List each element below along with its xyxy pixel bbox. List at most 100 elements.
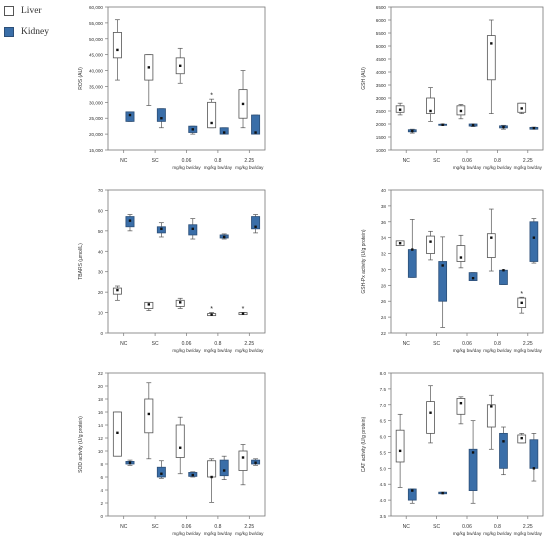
gsh-ylabel: GSH (AU)	[361, 67, 367, 90]
iqr-box	[251, 216, 261, 230]
cat-kidney-box	[438, 491, 448, 495]
median-marker	[179, 64, 182, 67]
ros-chart: 15,000 20,000 25,000 30,000 35,000 40,000 45,0…	[78, 5, 266, 170]
ros-ytick-label: 40,000	[89, 69, 103, 74]
tbars-ytick-label: 0	[100, 331, 103, 336]
median-marker	[459, 256, 463, 259]
sod-liver-box	[144, 382, 154, 460]
median-marker	[532, 467, 536, 470]
tbars-ytick-label: 50	[98, 229, 104, 234]
median-marker	[160, 117, 163, 120]
gsh-xtick-sublabel: mg/kg bw/day	[483, 165, 512, 170]
cat-ylabel: CAT activity (U/g protein)	[361, 416, 367, 472]
iqr-box	[499, 432, 508, 469]
gshpx-ytick-label: 26	[381, 299, 387, 304]
ros-ylabel: ROS (AU)	[78, 67, 84, 90]
kidney-swatch	[4, 27, 14, 37]
iqr-box	[175, 424, 185, 458]
median-marker	[128, 113, 132, 117]
cat-ytick-label: 5.5	[380, 450, 387, 455]
gshpx-xtick-label: 2.25	[523, 341, 533, 347]
median-marker	[411, 129, 414, 133]
ros-liver-box	[175, 47, 185, 84]
ros-ytick-label: 15,000	[89, 148, 103, 153]
cat-xtick-sublabel: mg/kg bw/day	[514, 531, 543, 536]
cat-xtick-label: 2.25	[523, 524, 533, 530]
median-marker	[398, 108, 402, 111]
tbars-xtick-label: SC	[152, 341, 159, 347]
sod-ytick-label: 4	[100, 488, 103, 493]
iqr-box	[219, 127, 229, 135]
cat-kidney-box	[529, 433, 539, 482]
gshpx-chart-panel: 22 24 26 28 30 32 34 36 38 40 GSH-Px activity (U/g…	[278, 185, 548, 370]
gsh-xtick-label: SC	[433, 158, 440, 164]
sod-ytick-label: 14	[98, 423, 104, 428]
tbars-xtick-sublabel: mg/kg bw/day	[172, 348, 201, 353]
iqr-box	[407, 488, 417, 501]
median-marker	[490, 42, 493, 45]
sod-liver-box	[175, 416, 185, 475]
gsh-ytick-label: 2000	[376, 122, 387, 127]
median-marker	[520, 301, 523, 305]
gshpx-ylabel: GSH-Px activity (U/g protein)	[361, 229, 367, 294]
gsh-kidney-box	[499, 124, 508, 130]
tbars-chart-panel: 0 10 20 30 40 50 60 70 TBARS (µmol/L) NC SC 0.06 mg/…	[0, 185, 270, 370]
sod-kidney-box	[125, 459, 135, 466]
iqr-box	[395, 429, 405, 463]
tbars-kidney-box	[125, 214, 135, 232]
cat-xtick-sublabel: mg/kg bw/day	[453, 531, 482, 536]
cat-ytick-label: 7.5	[380, 387, 387, 392]
tbars-liver-box	[144, 301, 154, 311]
iqr-box	[407, 249, 417, 278]
sod-kidney-box	[156, 460, 166, 479]
sod-kidney-box	[188, 471, 198, 478]
iqr-box	[456, 398, 466, 415]
gshpx-kidney-box	[438, 236, 448, 328]
cat-ytick-label: 6.5	[380, 419, 387, 424]
gsh-liver-box	[426, 87, 435, 122]
median-marker	[179, 446, 182, 449]
cat-ytick-label: 5.0	[380, 466, 387, 471]
gshpx-kidney-box	[529, 218, 539, 264]
cat-chart: 3.5 4.0 4.5 5.0 5.5 6.0 6.5 7.0 7.5 8.0 CAT activi…	[361, 371, 544, 536]
cat-xtick-label: 0.06	[462, 524, 472, 530]
iqr-box	[438, 261, 448, 302]
sod-ytick-label: 2	[100, 501, 103, 506]
gshpx-xtick-sublabel: mg/kg bw/day	[514, 348, 543, 353]
cat-xtick-label: SC	[433, 524, 440, 530]
sod-ytick-label: 12	[98, 436, 104, 441]
sod-ytick-label: 22	[98, 371, 104, 376]
cat-ytick-label: 6.0	[380, 435, 387, 440]
ros-ytick-label: 25,000	[89, 116, 103, 121]
cat-kidney-box	[468, 420, 478, 504]
tbars-ytick-label: 20	[98, 290, 104, 295]
cat-xtick-label: 0.8	[494, 524, 501, 530]
legend-label-liver: Liver	[21, 6, 42, 16]
gshpx-liver-box: *	[517, 291, 527, 314]
ros-ytick-label: 35,000	[89, 84, 103, 89]
median-marker	[490, 236, 493, 239]
ros-ytick-label: 20,000	[89, 132, 103, 137]
gsh-ytick-label: 1000	[376, 148, 387, 153]
ros-kidney-box	[188, 125, 198, 135]
gsh-xtick-sublabel: mg/kg bw/day	[453, 165, 482, 170]
cat-ytick-label: 3.5	[380, 514, 387, 519]
median-marker	[471, 276, 475, 280]
gsh-liver-box	[517, 102, 527, 114]
sod-ytick-label: 18	[98, 397, 104, 402]
ros-kidney-box	[156, 108, 166, 129]
tbars-xtick-sublabel: mg/kg bw/day	[204, 348, 233, 353]
ros-liver-box	[112, 19, 122, 81]
liver-swatch	[4, 6, 14, 16]
gshpx-xtick-label: SC	[433, 341, 440, 347]
gshpx-xtick-label: 0.8	[494, 341, 501, 347]
tbars-liver-box: *	[238, 306, 248, 316]
sod-liver-box	[207, 458, 217, 503]
median-marker	[398, 449, 402, 453]
median-marker	[520, 107, 523, 110]
gsh-liver-box	[456, 104, 466, 120]
gsh-kidney-box	[438, 123, 448, 126]
cat-xtick-sublabel: mg/kg bw/day	[483, 531, 512, 536]
ros-liver-box: *	[207, 93, 217, 129]
median-marker	[116, 431, 119, 434]
